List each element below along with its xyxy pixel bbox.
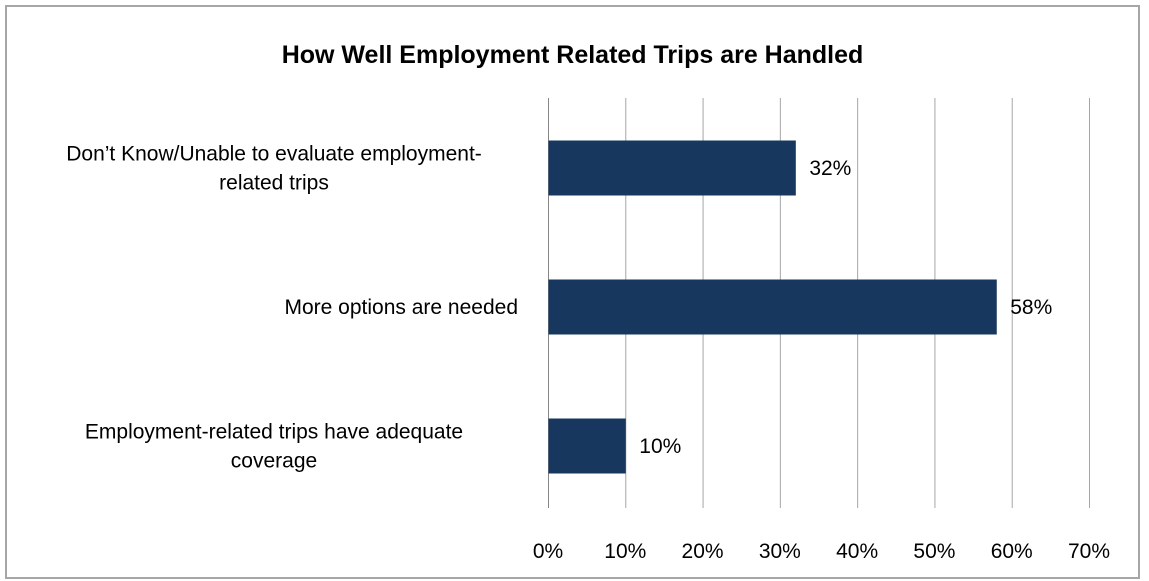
- x-tick-label: 50%: [913, 540, 955, 563]
- x-tick-label: 70%: [1068, 540, 1110, 563]
- bar: [548, 279, 997, 335]
- category-label-line: Don’t Know/Unable to evaluate employment…: [66, 143, 482, 166]
- x-tick-label: 20%: [682, 540, 724, 563]
- x-tick-label: 30%: [759, 540, 801, 563]
- chart-title: How Well Employment Related Trips are Ha…: [281, 41, 864, 69]
- bar: [548, 140, 796, 196]
- category-label: Employment-related trips have adequate co…: [85, 421, 463, 473]
- data-label: 58%: [1010, 296, 1052, 319]
- category-label-line: related trips: [219, 172, 329, 195]
- x-tick-label: 10%: [604, 540, 646, 563]
- category-label-line: Employment-related trips have adequate: [85, 421, 463, 444]
- bar: [548, 418, 626, 474]
- x-tick-label: 0%: [533, 540, 563, 563]
- category-label-line: More options are needed: [285, 296, 519, 319]
- data-label: 32%: [809, 157, 851, 180]
- category-label: Don’t Know/Unable to evaluate employment…: [66, 143, 482, 195]
- data-label: 10%: [639, 435, 681, 458]
- category-label-line: coverage: [231, 450, 317, 473]
- x-tick-label: 40%: [836, 540, 878, 563]
- category-label: More options are needed: [285, 296, 519, 319]
- x-tick-label: 60%: [991, 540, 1033, 563]
